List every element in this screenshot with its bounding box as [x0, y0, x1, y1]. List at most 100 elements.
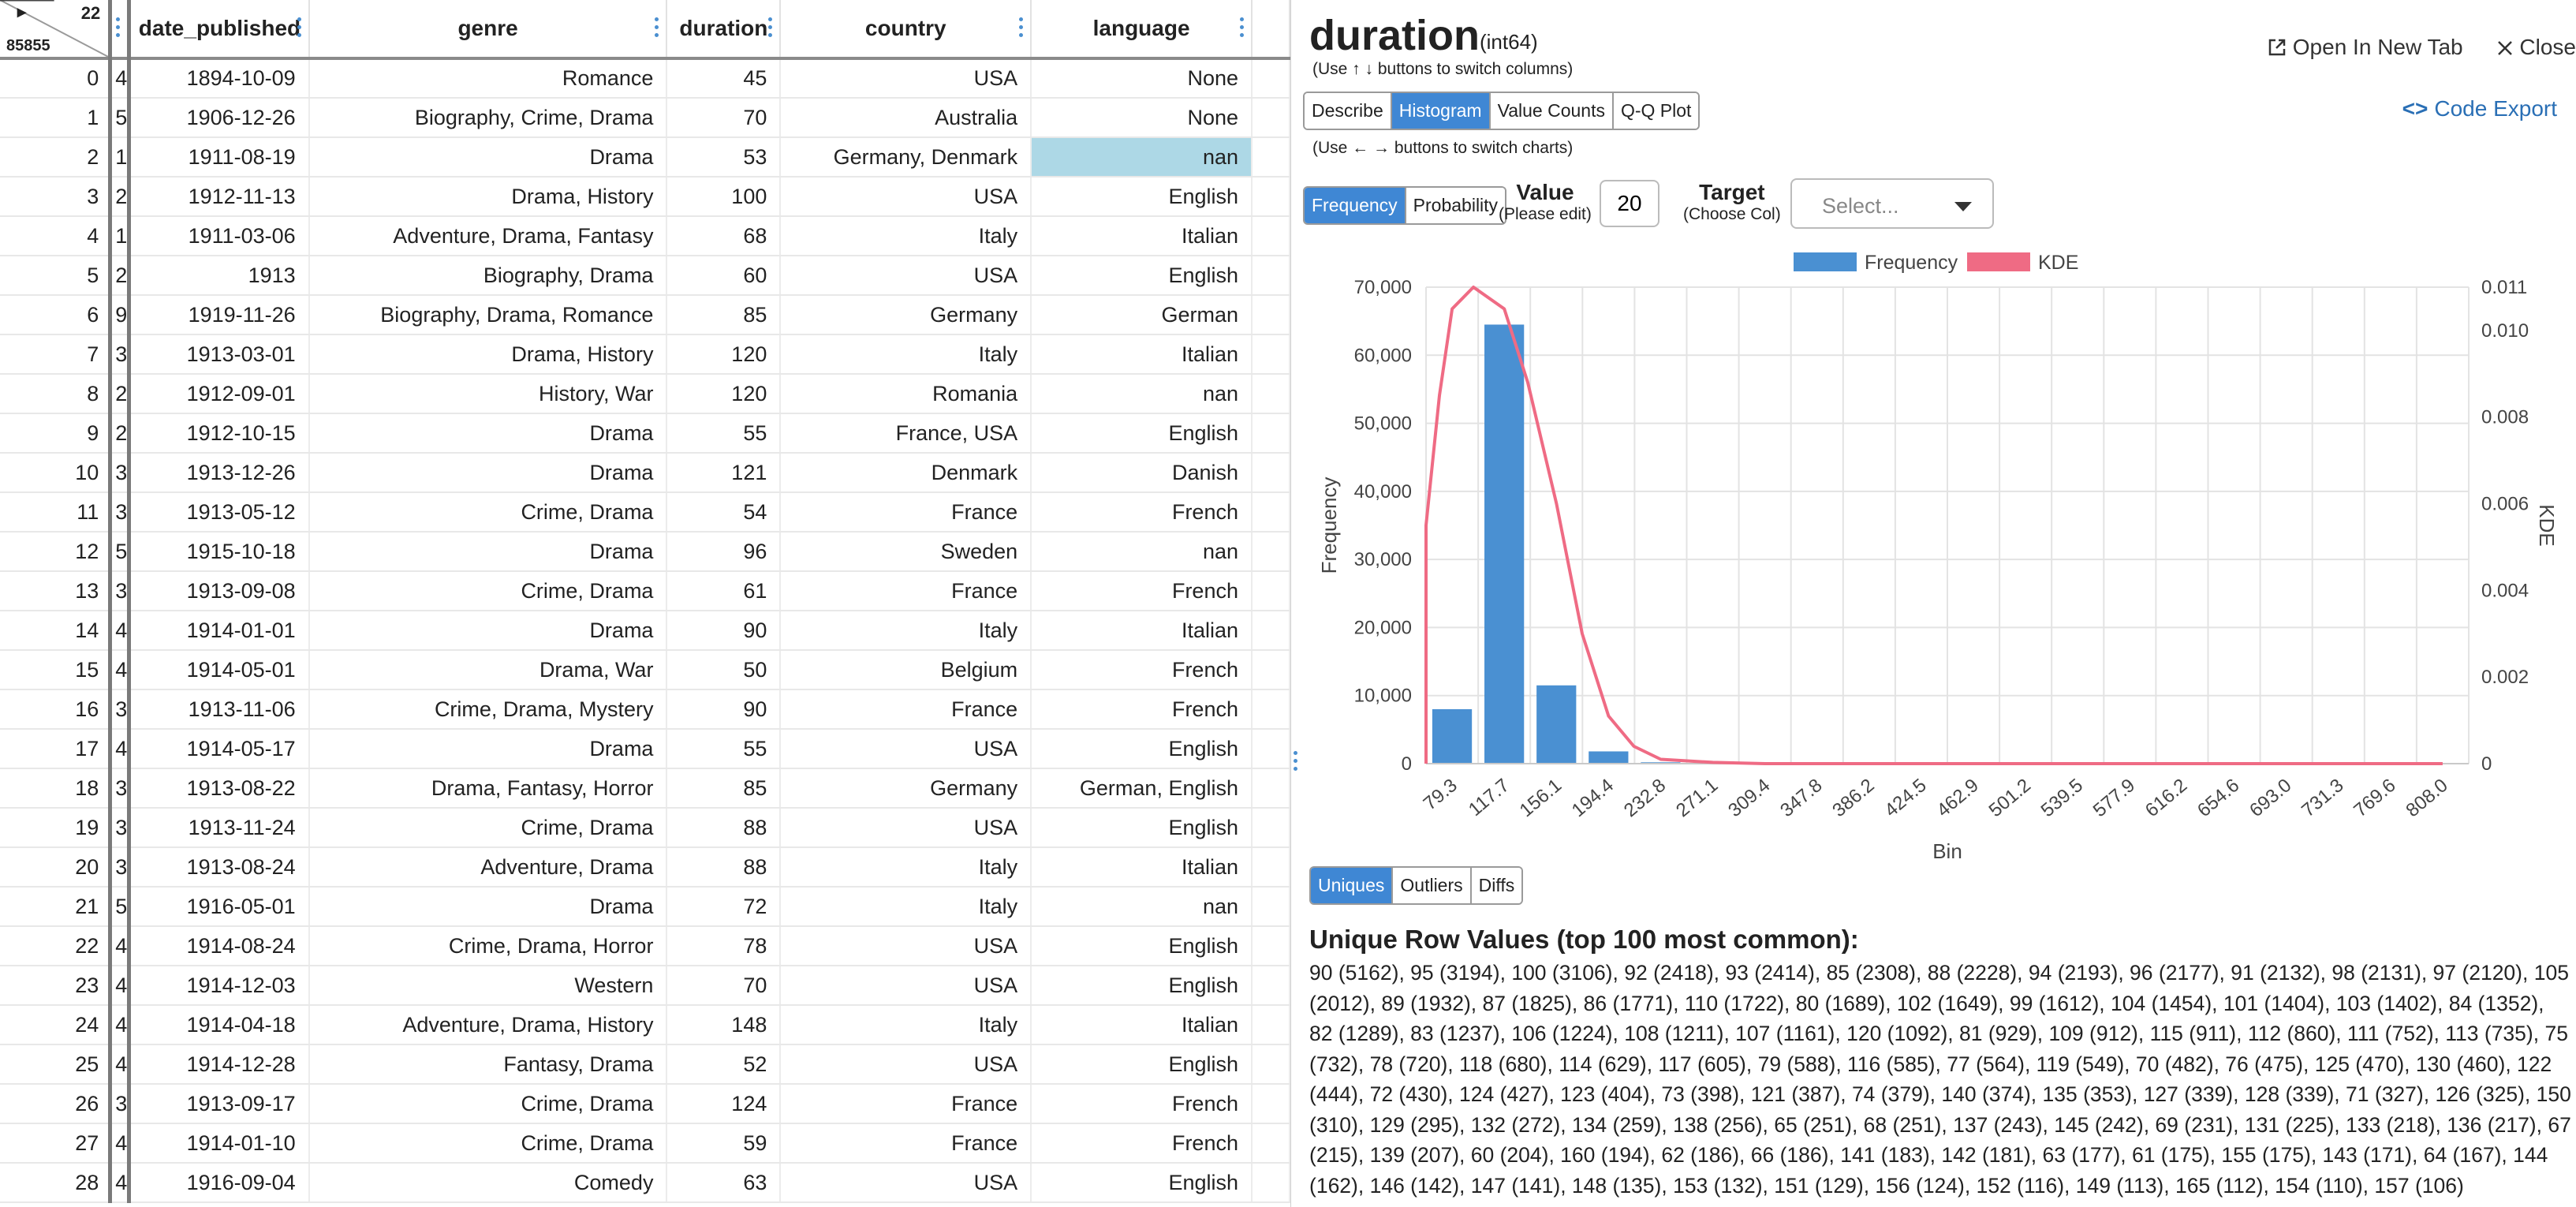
cell-duration[interactable]: 61	[666, 571, 782, 611]
table-row[interactable]: 17 4 1914-05-17 Drama 55 USA English	[0, 729, 1290, 769]
column-header-country[interactable]: country	[780, 0, 1032, 60]
panel-resize-handle[interactable]	[1294, 751, 1298, 775]
cell-country[interactable]: USA	[780, 177, 1032, 217]
cell-duration[interactable]: 85	[666, 295, 782, 335]
clipped-cell[interactable]: 9	[108, 295, 132, 335]
code-export-link[interactable]: <> Code Export	[2402, 96, 2557, 121]
cell-country[interactable]: Italy	[780, 216, 1032, 256]
target-column-select[interactable]: Select...	[1790, 178, 1994, 229]
cell-date-published[interactable]: 1913-09-08	[129, 571, 310, 611]
cell-language[interactable]: French	[1031, 492, 1253, 532]
cell-duration[interactable]: 70	[666, 98, 782, 138]
cell-date-published[interactable]: 1913-09-17	[129, 1084, 310, 1124]
clipped-cell[interactable]: 5	[108, 98, 132, 138]
cell-genre[interactable]: Drama	[308, 413, 668, 454]
cell-genre[interactable]: Crime, Drama	[308, 571, 668, 611]
cell-duration[interactable]: 50	[666, 650, 782, 690]
cell-country[interactable]: USA	[780, 729, 1032, 769]
cell-duration[interactable]: 124	[666, 1084, 782, 1124]
cell-language[interactable]: English	[1031, 1044, 1253, 1085]
cell-language[interactable]: French	[1031, 571, 1253, 611]
table-row[interactable]: 22 4 1914-08-24 Crime, Drama, Horror 78 USA En…	[0, 926, 1290, 966]
cell-genre[interactable]: Crime, Drama, Mystery	[308, 689, 668, 730]
cell-duration[interactable]: 68	[666, 216, 782, 256]
cell-date-published[interactable]: 1911-03-06	[129, 216, 310, 256]
cell-genre[interactable]: Crime, Drama, Horror	[308, 926, 668, 966]
cell-date-published[interactable]: 1912-11-13	[129, 177, 310, 217]
clipped-cell[interactable]: 3	[108, 1084, 132, 1124]
cell-country[interactable]: Italy	[780, 1005, 1032, 1045]
cell-duration[interactable]: 59	[666, 1123, 782, 1164]
clipped-cell[interactable]: 3	[108, 847, 132, 888]
cell-date-published[interactable]: 1913-11-24	[129, 808, 310, 848]
cell-country[interactable]: USA	[780, 1044, 1032, 1085]
cell-language[interactable]: Italian	[1031, 216, 1253, 256]
table-row[interactable]: 1 5 1906-12-26 Biography, Crime, Drama 70 Aus…	[0, 98, 1290, 138]
cell-genre[interactable]: Western	[308, 966, 668, 1006]
cell-date-published[interactable]: 1894-10-09	[129, 58, 310, 99]
clipped-cell[interactable]: 4	[108, 611, 132, 651]
data-grid[interactable]: ▸ 22 85855 date_published genre duration…	[0, 0, 1291, 1207]
table-row[interactable]: 24 4 1914-04-18 Adventure, Drama, History 14…	[0, 1005, 1290, 1045]
cell-language[interactable]: English	[1031, 966, 1253, 1006]
table-row[interactable]: 25 4 1914-12-28 Fantasy, Drama 52 USA English	[0, 1044, 1290, 1085]
cell-genre[interactable]: Drama, History	[308, 334, 668, 375]
table-row[interactable]: 10 3 1913-12-26 Drama 121 Denmark Danish	[0, 453, 1290, 493]
close-button[interactable]: Close	[2497, 35, 2576, 59]
cell-date-published[interactable]: 1915-10-18	[129, 532, 310, 572]
cell-country[interactable]: USA	[780, 966, 1032, 1006]
cell-language[interactable]: English	[1031, 413, 1253, 454]
tab-diffs[interactable]: Diffs	[1471, 868, 1522, 903]
clipped-cell[interactable]: 2	[108, 256, 132, 296]
cell-genre[interactable]: Drama, Fantasy, Horror	[308, 768, 668, 809]
cell-language[interactable]: nan	[1031, 374, 1253, 414]
cell-duration[interactable]: 45	[666, 58, 782, 99]
cell-country[interactable]: France	[780, 571, 1032, 611]
cell-duration[interactable]: 90	[666, 689, 782, 730]
cell-date-published[interactable]: 1913-08-22	[129, 768, 310, 809]
open-new-tab-link[interactable]: Open In New Tab	[2268, 35, 2463, 59]
cell-country[interactable]: France	[780, 1084, 1032, 1124]
table-row[interactable]: 6 9 1919-11-26 Biography, Drama, Romance 85 G…	[0, 295, 1290, 335]
cell-genre[interactable]: Biography, Drama, Romance	[308, 295, 668, 335]
cell-duration[interactable]: 53	[666, 137, 782, 178]
cell-country[interactable]: USA	[780, 58, 1032, 99]
cell-date-published[interactable]: 1914-08-24	[129, 926, 310, 966]
cell-language[interactable]: French	[1031, 1123, 1253, 1164]
cell-duration[interactable]: 88	[666, 808, 782, 848]
clipped-cell[interactable]: 5	[108, 887, 132, 927]
cell-genre[interactable]: Crime, Drama	[308, 1123, 668, 1164]
cell-genre[interactable]: Drama	[308, 729, 668, 769]
clipped-column-header[interactable]	[108, 0, 132, 60]
histogram-bar[interactable]	[1432, 708, 1473, 764]
cell-genre[interactable]: Fantasy, Drama	[308, 1044, 668, 1085]
cell-language[interactable]: English	[1031, 808, 1253, 848]
column-menu-icon[interactable]	[1240, 17, 1246, 41]
cell-genre[interactable]: History, War	[308, 374, 668, 414]
cell-country[interactable]: France	[780, 689, 1032, 730]
clipped-cell[interactable]: 3	[108, 334, 132, 375]
cell-date-published[interactable]: 1913-08-24	[129, 847, 310, 888]
tab-describe[interactable]: Describe	[1305, 93, 1392, 129]
clipped-cell[interactable]: 4	[108, 926, 132, 966]
cell-duration[interactable]: 121	[666, 453, 782, 493]
cell-country[interactable]: USA	[780, 256, 1032, 296]
cell-date-published[interactable]: 1911-08-19	[129, 137, 310, 178]
clipped-cell[interactable]: 3	[108, 768, 132, 809]
cell-date-published[interactable]: 1914-01-01	[129, 611, 310, 651]
cell-date-published[interactable]: 1913-03-01	[129, 334, 310, 375]
cell-duration[interactable]: 55	[666, 729, 782, 769]
cell-date-published[interactable]: 1913-05-12	[129, 492, 310, 532]
tab-outliers[interactable]: Outliers	[1393, 868, 1472, 903]
cell-date-published[interactable]: 1914-05-01	[129, 650, 310, 690]
tab-qq-plot[interactable]: Q-Q Plot	[1613, 93, 1699, 129]
cell-country[interactable]: Italy	[780, 334, 1032, 375]
tab-uniques[interactable]: Uniques	[1311, 868, 1394, 903]
cell-language[interactable]: French	[1031, 1084, 1253, 1124]
cell-date-published[interactable]: 1914-05-17	[129, 729, 310, 769]
cell-duration[interactable]: 70	[666, 966, 782, 1006]
table-row[interactable]: 16 3 1913-11-06 Crime, Drama, Mystery 90 Fran…	[0, 689, 1290, 730]
table-row[interactable]: 20 3 1913-08-24 Adventure, Drama 88 Italy Ital…	[0, 847, 1290, 888]
clipped-cell[interactable]: 4	[108, 1163, 132, 1203]
cell-date-published[interactable]: 1914-04-18	[129, 1005, 310, 1045]
